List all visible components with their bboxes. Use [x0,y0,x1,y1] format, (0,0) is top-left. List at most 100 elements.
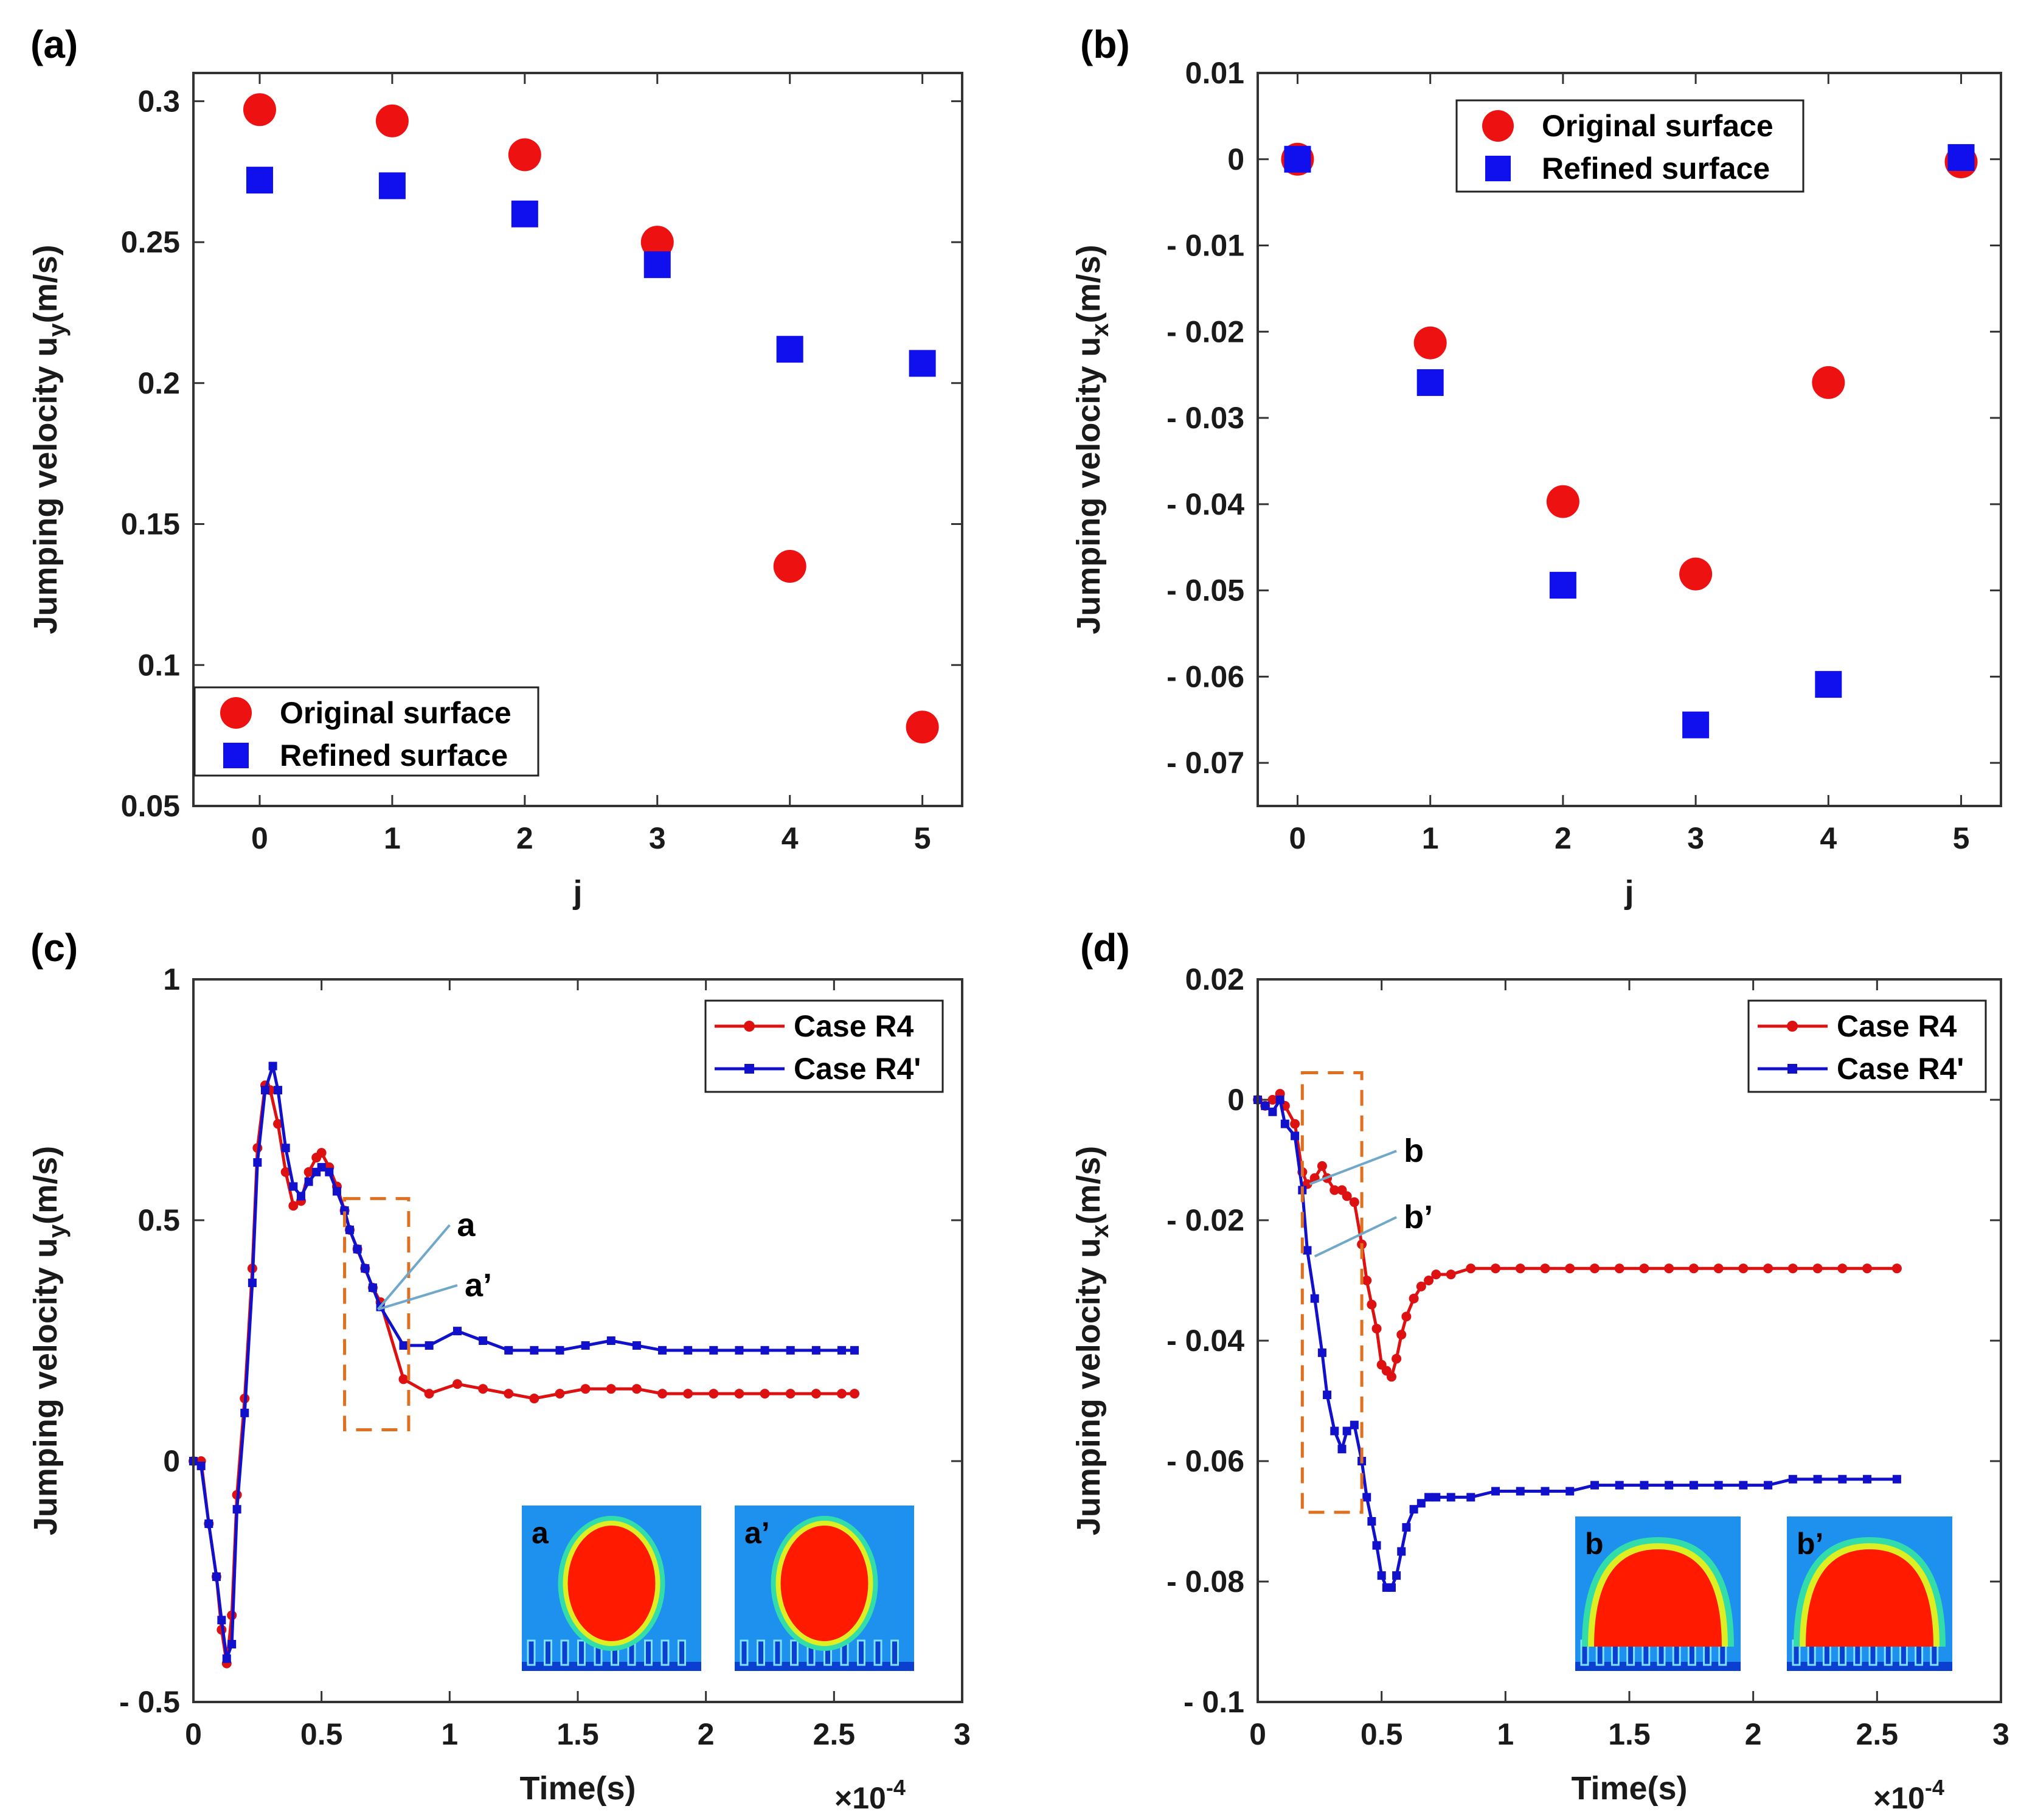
data-point [1639,1263,1649,1274]
data-point [1367,1517,1376,1526]
inset-pillar [790,1639,799,1666]
y-tick-label: 0.2 [137,366,180,400]
data-point [837,1346,846,1355]
data-point [1713,1263,1724,1274]
data-point [332,1187,341,1196]
plot-frame [192,72,963,807]
y-tick-label: 0.05 [121,789,180,823]
data-point [1491,1487,1500,1496]
legend-label: Case R4 [1837,1009,1957,1043]
x-tick-label: 1 [384,821,401,855]
panel-label-c: (c) [30,926,78,970]
data-point [1342,1426,1351,1436]
plot-frame [1257,72,2002,807]
x-tick-label: 5 [1953,821,1970,855]
y-tick-label: - 0.1 [1184,1685,1244,1719]
data-point [1682,711,1710,738]
inset-snapshot: b [1575,1516,1741,1671]
data-point [1387,1583,1396,1592]
data-point [640,226,674,259]
data-point [1303,1246,1312,1255]
data-point [478,1384,488,1394]
data-point [281,1144,290,1153]
x-tick-label: 1 [1497,1717,1514,1751]
data-point [1546,485,1579,518]
inset-pillar [644,1639,653,1666]
x-tick-label: 1.5 [1608,1717,1651,1751]
data-point [1284,145,1311,173]
plot-frame [192,978,963,1703]
y-tick-label: - 0.04 [1167,487,1244,521]
y-tick-label: - 0.5 [119,1685,180,1719]
data-point [734,1389,744,1399]
x-tick-label: 2.5 [813,1717,856,1751]
y-axis-label: Jumping velocity ux(m/s) [1070,245,1114,634]
data-point [1386,1372,1396,1382]
annotation-pointer [1309,1150,1397,1186]
data-point [508,138,541,172]
y-tick-label: 0.3 [137,84,180,118]
data-point [227,1639,237,1648]
x-tick-label: 2 [516,821,533,855]
data-point [316,1148,327,1158]
inset-droplet [567,1526,656,1641]
data-point [1764,1481,1773,1490]
legend-entry: Refined surface [223,738,508,773]
data-point [425,1341,434,1350]
data-point [657,1389,668,1399]
data-point [1372,1541,1381,1550]
data-point [1640,1481,1649,1490]
legend: Case R4 Case R4' [1747,999,1987,1093]
data-point [1362,1493,1371,1502]
x-tick-label: 3 [954,1717,971,1751]
data-point [274,1086,283,1095]
data-point [1688,1263,1699,1274]
legend-label: Case R4' [1837,1052,1964,1086]
y-tick-label: - 0.03 [1167,401,1244,435]
series-secondary [246,167,936,377]
data-point [1392,1353,1402,1364]
data-point [368,1283,377,1292]
data-point [303,1167,314,1177]
data-point [511,200,538,228]
legend-marker [223,743,249,768]
series-primary [1253,1089,1902,1382]
data-point [248,1278,257,1287]
inset-pillar [660,1639,670,1666]
series-line [1257,1098,1897,1589]
data-point [222,1654,231,1663]
data-point [1891,1263,1902,1274]
x-tick-label: 3 [1992,1717,2009,1751]
data-point [776,336,803,363]
inset-label: b’ [1797,1527,1823,1561]
data-point [280,1167,291,1177]
y-tick-label: 0.1 [137,648,180,682]
legend-marker [1485,156,1511,181]
legend-marker [744,1064,754,1074]
series-primary [1281,142,1978,591]
legend-marker [744,1021,755,1032]
data-point [1416,1281,1426,1291]
inset-snapshot: a [522,1506,701,1671]
data-point [606,1384,616,1394]
x-tick-label: 0.5 [1361,1717,1403,1751]
data-point [1590,1481,1599,1490]
data-point [204,1519,213,1528]
data-point [243,93,276,127]
data-point [399,1341,408,1350]
data-point [217,1616,226,1625]
legend-entry: Case R4' [1758,1052,1964,1086]
legend-box [1455,99,1804,193]
x-tick-label: 2.5 [1856,1717,1899,1751]
y-tick-label: - 0.05 [1167,574,1244,608]
data-point [909,350,936,377]
legend-label: Refined surface [1542,151,1770,186]
annotation-label: a [457,1207,476,1243]
plot-frame [1257,978,2002,1703]
y-tick-label: 0.15 [121,507,180,541]
series-line [1257,1092,1897,1378]
data-point [1515,1263,1525,1274]
data-point [1739,1481,1748,1490]
y-axis-label: Jumping velocity uy(m/s) [27,245,71,634]
legend-marker [1787,1021,1798,1032]
